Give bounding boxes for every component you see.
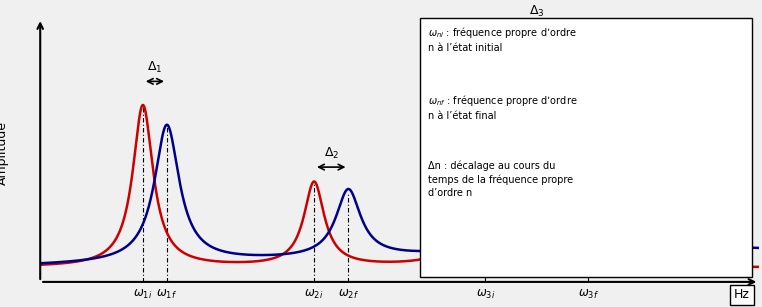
Text: Amplitude: Amplitude [0, 121, 9, 185]
Text: $\omega_{2i}$: $\omega_{2i}$ [305, 288, 324, 301]
Text: $\omega_{3i}$: $\omega_{3i}$ [475, 288, 495, 301]
Text: Δn : décalage au cours du
temps de la fréquence propre
d’ordre n: Δn : décalage au cours du temps de la fr… [428, 161, 574, 198]
Text: $\omega_{3f}$: $\omega_{3f}$ [578, 288, 598, 301]
Text: Hz: Hz [734, 288, 750, 301]
Text: $\Delta_1$: $\Delta_1$ [147, 60, 162, 75]
Text: $\Delta_2$: $\Delta_2$ [324, 146, 339, 161]
Text: $\omega_{nf}$ : fréquence propre d’ordre
n à l’état final: $\omega_{nf}$ : fréquence propre d’ordre… [428, 93, 578, 121]
Text: $\omega_{1f}$: $\omega_{1f}$ [156, 288, 178, 301]
Text: $\omega_{1i}$: $\omega_{1i}$ [133, 288, 152, 301]
Text: $\omega_{2f}$: $\omega_{2f}$ [338, 288, 359, 301]
Text: $\omega_{ni}$ : fréquence propre d’ordre
n à l’état initial: $\omega_{ni}$ : fréquence propre d’ordre… [428, 25, 578, 53]
Text: $\Delta_3$: $\Delta_3$ [529, 4, 544, 19]
FancyBboxPatch shape [421, 18, 752, 277]
